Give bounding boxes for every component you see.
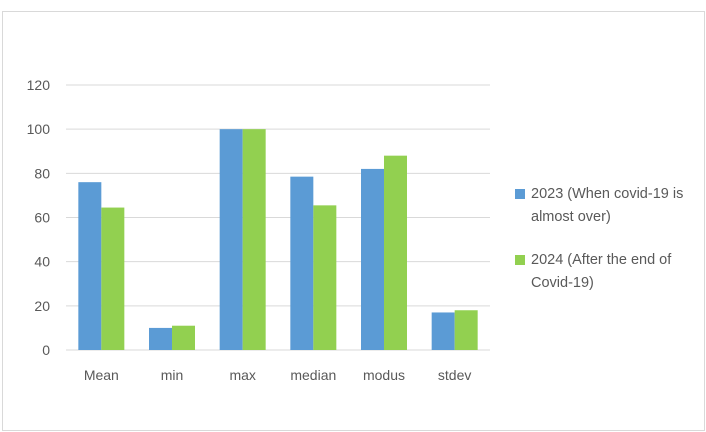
y-axis-tick-labels: 0 20 40 60 80 100 120 [27, 77, 51, 358]
bar-modus-series-2 [384, 155, 407, 350]
bar-max-series-2 [242, 129, 266, 350]
bar-mean-series-2 [101, 207, 125, 350]
x-tick-label-modus: modus [363, 367, 405, 383]
x-tick-label-stdev: stdev [438, 367, 471, 383]
bar-min-series-2 [172, 325, 195, 350]
bar-stdev-series-2 [454, 310, 478, 350]
y-tick-label: 100 [27, 121, 51, 137]
bar-median-series-1 [290, 176, 314, 350]
legend-label-series-2: 2024 (After the end of Covid-19) [531, 252, 672, 291]
x-tick-label-median: median [290, 367, 336, 383]
gridlines [66, 84, 490, 351]
legend-swatch-series-2 [515, 255, 525, 265]
y-tick-label: 120 [27, 77, 51, 93]
bar-stdev-series-1 [431, 312, 455, 350]
x-tick-label-mean: Mean [84, 367, 119, 383]
bars [78, 129, 478, 350]
y-tick-label: 40 [34, 254, 50, 270]
y-tick-label: 0 [42, 342, 50, 358]
bar-min-series-1 [149, 327, 172, 350]
x-tick-label-max: max [229, 367, 255, 383]
legend-swatch-series-1 [515, 189, 525, 199]
bar-median-series-2 [313, 205, 337, 350]
y-tick-label: 60 [34, 210, 50, 226]
y-tick-label: 80 [34, 165, 50, 181]
bar-mean-series-1 [78, 182, 102, 350]
legend-label-series-1: 2023 (When covid-19 is almost over) [531, 186, 684, 225]
bar-modus-series-1 [361, 168, 384, 350]
legend-item-series-2: 2024 (After the end of Covid-19) [515, 249, 705, 295]
y-tick-label: 20 [34, 298, 50, 314]
x-axis-tick-labels: Mean min max median modus stdev [84, 367, 472, 383]
bar-max-series-1 [219, 129, 243, 350]
legend-item-series-1: 2023 (When covid-19 is almost over) [515, 183, 705, 229]
legend: 2023 (When covid-19 is almost over) 2024… [515, 183, 705, 295]
x-tick-label-min: min [161, 367, 184, 383]
